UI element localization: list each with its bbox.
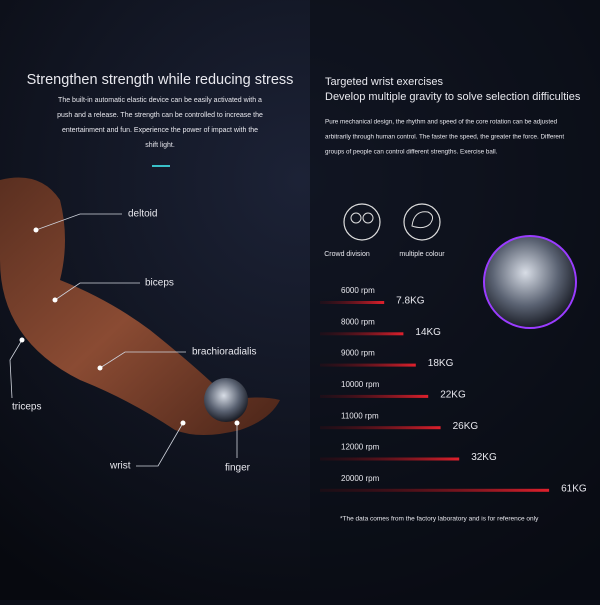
force-label: 22KG xyxy=(440,390,466,401)
force-bar xyxy=(320,332,404,336)
force-bar xyxy=(320,457,460,461)
icons xyxy=(343,203,441,241)
speed-label: 12000 rpm xyxy=(341,443,380,452)
force-label: 32KG xyxy=(471,452,497,463)
force-label: 7.8KG xyxy=(396,296,425,307)
right-paragraph: groups of people can control different s… xyxy=(325,149,498,156)
muscle-label: biceps xyxy=(145,278,174,289)
muscle-label: deltoid xyxy=(128,209,157,220)
footnote: *The data comes from the factory laborat… xyxy=(340,516,539,523)
speed-label: 6000 rpm xyxy=(341,286,375,295)
speed-label: 9000 rpm xyxy=(341,349,375,358)
left-title: Strengthen strength while reducing stres… xyxy=(27,72,294,88)
muscle-label: brachioradialis xyxy=(192,347,256,358)
speed-label: 8000 rpm xyxy=(341,317,375,326)
leaders xyxy=(9,213,240,467)
ball-small xyxy=(204,378,248,422)
force-bar xyxy=(320,363,416,367)
force-label: 18KG xyxy=(428,358,454,369)
right-paragraph: Pure mechanical design, the rhythm and s… xyxy=(325,119,558,126)
arm xyxy=(0,177,280,435)
force-label: 61KG xyxy=(561,483,587,494)
left-paragraph: The built-in automatic elastic device ca… xyxy=(58,97,262,104)
muscle-label: wrist xyxy=(109,461,131,472)
left-paragraph: push and a release. The strength can be … xyxy=(57,112,263,119)
icon-caption: Crowd division xyxy=(324,251,370,258)
left-paragraph: shift light. xyxy=(145,142,175,149)
force-bar xyxy=(320,488,550,492)
muscle-label: finger xyxy=(225,463,251,474)
speed-label: 20000 rpm xyxy=(341,474,380,483)
force-bar xyxy=(320,301,385,304)
right-title: Targeted wrist exercises xyxy=(325,76,443,88)
muscle-label: triceps xyxy=(12,402,41,413)
speed-label: 10000 rpm xyxy=(341,380,380,389)
ball-large xyxy=(483,235,577,329)
force-label: 26KG xyxy=(453,421,479,432)
icon-caption: multiple colour xyxy=(399,251,445,258)
right-paragraph: arbitrarily through human control. The f… xyxy=(325,134,564,141)
speed-label: 11000 rpm xyxy=(341,411,379,420)
force-bar xyxy=(320,426,441,430)
force-label: 14KG xyxy=(415,327,441,338)
force-bar xyxy=(320,394,429,398)
right-title: Develop multiple gravity to solve select… xyxy=(325,91,581,103)
left-paragraph: entertainment and fun. Experience the po… xyxy=(62,127,258,134)
